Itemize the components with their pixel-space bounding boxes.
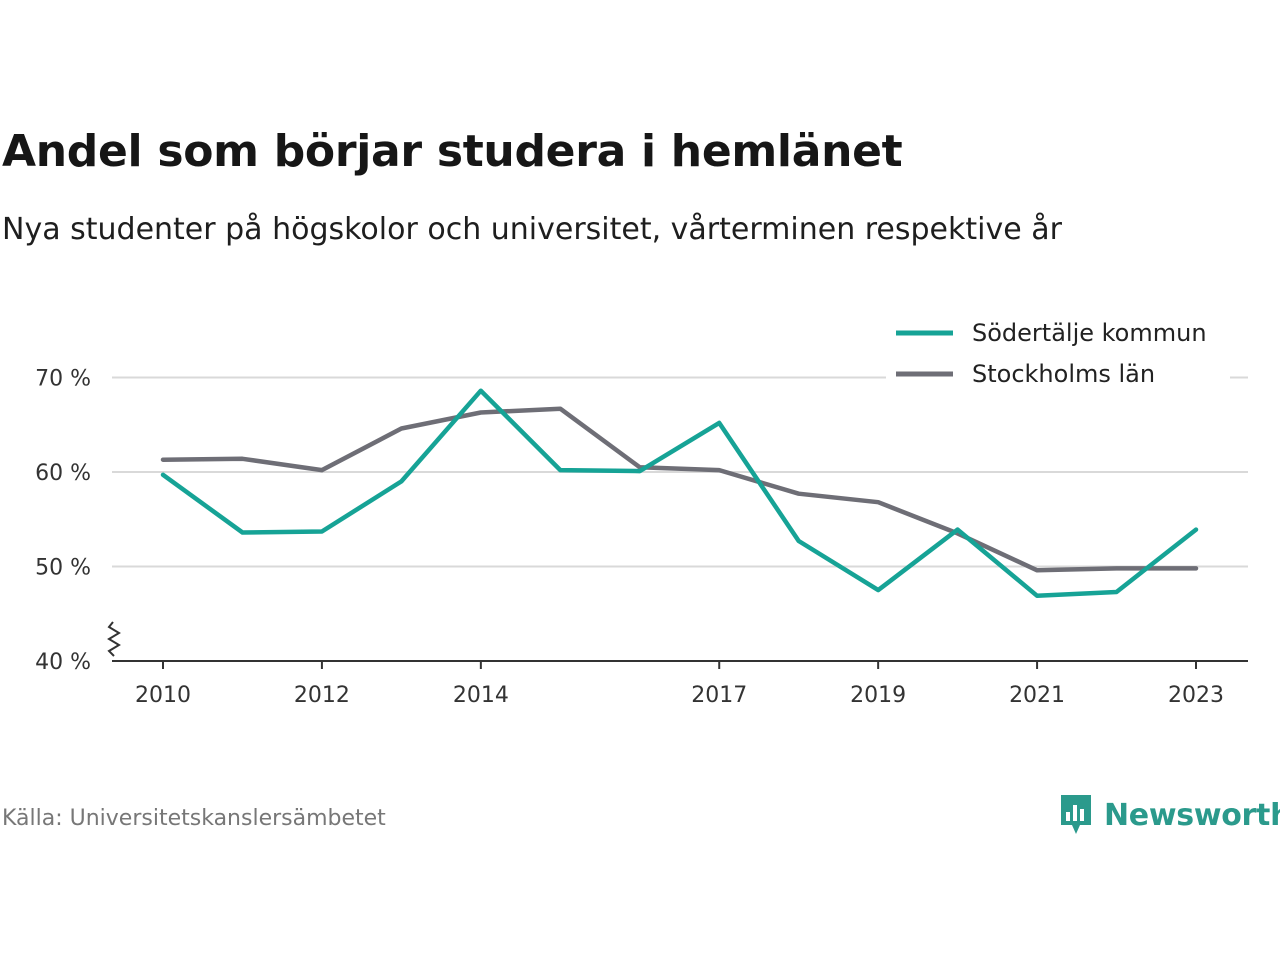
brand-logo: Newsworthy bbox=[1058, 790, 1280, 840]
x-tick-label: 2023 bbox=[1168, 683, 1224, 708]
x-tick-label: 2014 bbox=[453, 683, 509, 708]
y-tick-label: 40 % bbox=[35, 650, 91, 675]
axis-break-icon bbox=[107, 621, 121, 657]
x-tick-label: 2012 bbox=[294, 683, 350, 708]
y-tick-label: 50 % bbox=[35, 556, 91, 581]
legend-label: Södertälje kommun bbox=[972, 319, 1207, 347]
source-note: Källa: Universitetskanslersämbetet bbox=[2, 806, 386, 831]
y-tick-label: 70 % bbox=[35, 367, 91, 392]
legend-background bbox=[886, 312, 1230, 396]
x-tick-label: 2021 bbox=[1009, 683, 1065, 708]
x-tick-label: 2019 bbox=[850, 683, 906, 708]
y-tick-label: 60 % bbox=[35, 461, 91, 486]
chart-subtitle: Nya studenter på högskolor och universit… bbox=[2, 212, 1062, 247]
series-line-stockholm bbox=[160, 406, 1199, 573]
brand-name: Newsworthy bbox=[1104, 797, 1280, 833]
x-tick-label: 2017 bbox=[691, 683, 747, 708]
chart-title: Andel som börjar studera i hemlänet bbox=[2, 126, 903, 177]
legend-label: Stockholms län bbox=[972, 360, 1155, 388]
newsworthy-logo-icon bbox=[1061, 795, 1091, 834]
series-line-sodertalje bbox=[160, 388, 1199, 599]
x-tick-label: 2010 bbox=[135, 683, 191, 708]
